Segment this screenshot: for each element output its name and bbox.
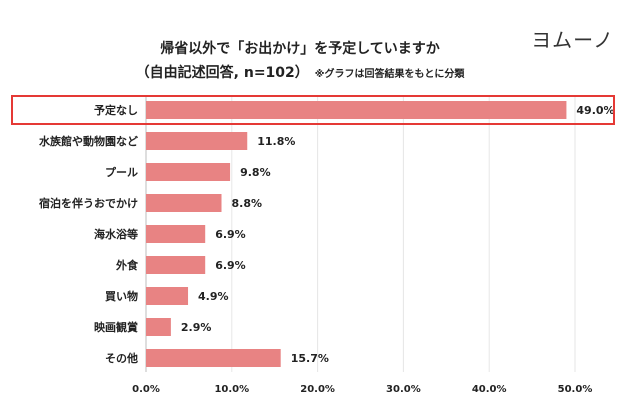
category-label: その他 — [105, 351, 138, 365]
x-tick-label: 0.0% — [132, 384, 160, 395]
value-label: 6.9% — [215, 228, 246, 241]
highlight-box — [11, 95, 615, 125]
bar — [146, 318, 171, 336]
value-label: 6.9% — [215, 259, 246, 272]
value-label: 15.7% — [291, 352, 329, 365]
bar — [146, 194, 222, 212]
category-label: 映画観賞 — [94, 320, 138, 334]
chart-title-block: 帰省以外で「お出かけ」を予定していますか （自由記述回答, n=102） ※グラフ… — [0, 40, 600, 84]
category-label: 海水浴等 — [94, 227, 138, 241]
chart-subtitle-line: （自由記述回答, n=102） ※グラフは回答結果をもとに分類 — [0, 64, 600, 84]
value-label: 49.0% — [576, 104, 614, 117]
category-label: 買い物 — [105, 289, 138, 303]
chart-note: ※グラフは回答結果をもとに分類 — [314, 69, 465, 80]
x-tick-label: 50.0% — [558, 384, 593, 395]
bar — [146, 287, 189, 305]
bar — [146, 225, 206, 243]
category-label: 外食 — [115, 258, 139, 272]
bar — [146, 132, 248, 150]
x-tick-label: 20.0% — [300, 384, 335, 395]
x-tick-label: 40.0% — [472, 384, 507, 395]
category-label: 水族館や動物園など — [39, 134, 138, 148]
bar — [146, 163, 231, 181]
value-label: 8.8% — [232, 197, 263, 210]
brand-logo: ヨムーノ — [531, 28, 614, 52]
category-label: 予定なし — [94, 103, 138, 117]
x-tick-label: 10.0% — [214, 384, 249, 395]
category-label: プール — [105, 165, 138, 179]
chart-subtitle: （自由記述回答, n=102） — [135, 65, 309, 81]
bar — [146, 349, 281, 367]
value-label: 9.8% — [240, 166, 271, 179]
value-label: 11.8% — [257, 135, 295, 148]
category-label: 宿泊を伴うおでかけ — [39, 196, 138, 210]
bar — [146, 256, 206, 274]
chart-title: 帰省以外で「お出かけ」を予定していますか — [160, 41, 440, 57]
value-label: 4.9% — [198, 290, 229, 303]
x-tick-label: 30.0% — [386, 384, 421, 395]
value-label: 2.9% — [181, 321, 212, 334]
bar — [146, 101, 567, 119]
